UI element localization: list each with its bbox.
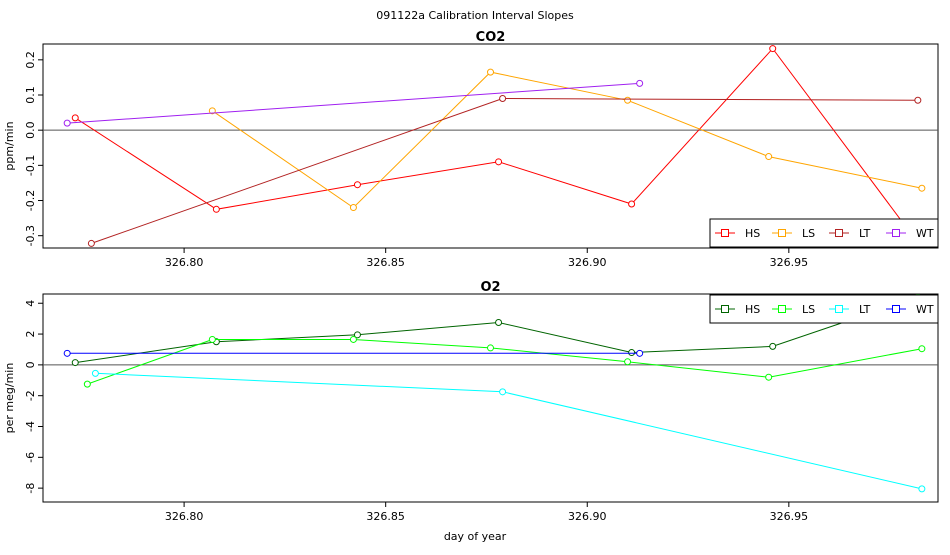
data-point-ls: [624, 96, 632, 104]
y-tick-label: 0: [24, 361, 37, 368]
data-point-ls: [83, 380, 91, 388]
legend: HS LS LT WT: [709, 218, 939, 248]
series-group: [63, 294, 926, 493]
data-point-hs: [769, 45, 777, 53]
data-point-hs: [628, 349, 636, 357]
legend-symbol-lt: [835, 229, 843, 237]
y-tick-label: -0.2: [24, 190, 37, 211]
data-point-lt: [499, 388, 507, 396]
data-point-ls: [487, 344, 494, 352]
legend: HS LS LT WT: [709, 294, 939, 324]
legend-symbol-wt: [892, 229, 900, 237]
x-axis-label: day of year: [444, 530, 507, 543]
panel-title: CO2: [476, 30, 506, 45]
data-point-hs: [71, 114, 79, 122]
data-point-lt: [499, 95, 507, 103]
series-group: [63, 45, 926, 247]
legend-symbol-wt: [892, 305, 900, 313]
y-tick-label: -8: [24, 483, 37, 494]
data-point-ls: [208, 107, 216, 115]
data-point-lt: [918, 485, 926, 493]
plot-frame: [42, 43, 939, 249]
legend-label-lt: LT: [859, 227, 871, 240]
data-point-wt: [63, 119, 71, 127]
x-tick-label: 326.95: [770, 510, 809, 523]
y-axis-label: per meg/min: [3, 363, 16, 434]
data-point-wt: [636, 349, 644, 357]
data-point-hs: [353, 331, 361, 339]
x-tick-label: 326.85: [366, 256, 405, 269]
legend-label-wt: WT: [916, 227, 934, 240]
y-tick-label: 0.1: [24, 86, 37, 104]
data-point-wt: [636, 79, 644, 87]
y-tick-label: 0.2: [24, 51, 37, 69]
x-tick-label: 326.95: [770, 256, 809, 269]
data-point-ls: [487, 68, 494, 76]
series-line-lt: [95, 372, 923, 490]
data-point-ls: [918, 345, 926, 353]
series-line-wt: [67, 82, 640, 124]
legend-symbol-hs: [721, 229, 729, 237]
data-point-ls: [624, 358, 632, 366]
data-point-hs: [495, 158, 503, 166]
data-point-hs: [212, 205, 220, 213]
legend-label-lt: LT: [859, 303, 871, 316]
x-tick-label: 326.85: [366, 510, 405, 523]
data-point-hs: [769, 342, 777, 350]
legend-label-hs: HS: [745, 303, 760, 316]
panel-title: O2: [480, 280, 500, 295]
legend-symbol-lt: [835, 305, 843, 313]
panel-0: CO2 326.80 326.85 326.90 326.95 -0.3 -0.2 -0.1 0…: [3, 30, 939, 269]
panel-1: O2 326.80 326.85 326.90 326.95 -8 -6 -4 -2 0 2 4 per…: [3, 280, 939, 523]
data-point-ls: [349, 204, 357, 212]
x-tick-label: 326.80: [165, 256, 204, 269]
legend-symbol-ls: [778, 305, 786, 313]
y-axis-label: ppm/min: [3, 121, 16, 170]
data-point-ls: [208, 335, 216, 343]
series-line-ls: [87, 339, 922, 385]
data-point-ls: [765, 373, 773, 381]
data-point-hs: [353, 181, 361, 189]
data-point-hs: [71, 359, 79, 367]
legend-label-wt: WT: [916, 303, 934, 316]
y-tick-label: -0.3: [24, 225, 37, 246]
y-tick-label: -0.1: [24, 155, 37, 176]
x-tick-label: 326.80: [165, 510, 204, 523]
y-tick-label: 0.0: [24, 121, 37, 139]
data-point-lt: [87, 239, 95, 247]
series-line-ls: [212, 71, 923, 209]
figure-title: 091122a Calibration Interval Slopes: [376, 9, 574, 22]
legend-label-hs: HS: [745, 227, 760, 240]
data-point-ls: [765, 153, 773, 161]
series-line-hs: [75, 47, 919, 243]
x-tick-label: 326.90: [568, 510, 607, 523]
y-tick-label: -6: [24, 452, 37, 463]
data-point-lt: [91, 369, 99, 377]
x-tick-label: 326.90: [568, 256, 607, 269]
data-point-lt: [914, 96, 922, 104]
data-point-ls: [918, 184, 926, 192]
y-tick-label: -4: [24, 421, 37, 432]
y-tick-label: -2: [24, 390, 37, 401]
legend-symbol-ls: [778, 229, 786, 237]
plot-frame: [42, 293, 939, 503]
legend-symbol-hs: [721, 305, 729, 313]
legend-label-ls: LS: [802, 227, 815, 240]
y-tick-label: 4: [24, 300, 37, 307]
data-point-wt: [63, 349, 71, 357]
y-tick-label: 2: [24, 331, 37, 338]
legend-label-ls: LS: [802, 303, 815, 316]
data-point-hs: [628, 200, 636, 208]
data-point-ls: [349, 335, 357, 343]
data-point-hs: [495, 319, 503, 327]
